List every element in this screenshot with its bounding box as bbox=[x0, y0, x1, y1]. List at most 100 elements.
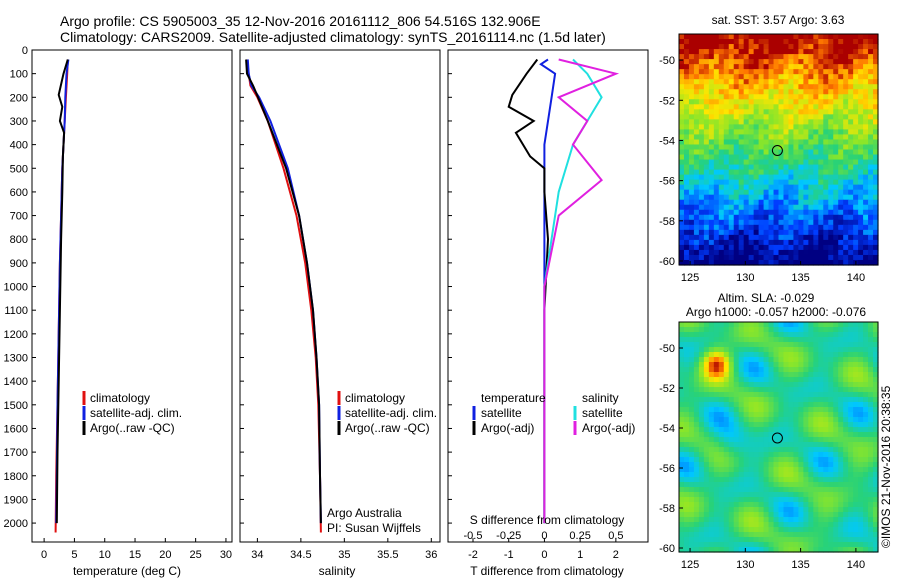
sst-cell bbox=[823, 124, 829, 131]
sst-cell bbox=[783, 139, 790, 146]
sst-cell bbox=[758, 254, 765, 261]
sla-cell bbox=[773, 382, 780, 388]
sst-cell bbox=[773, 199, 780, 206]
sla-cell bbox=[693, 327, 700, 333]
sla-cell bbox=[833, 437, 839, 443]
sst-cell bbox=[698, 134, 705, 141]
sst-cell bbox=[683, 134, 690, 141]
sla-cell bbox=[768, 397, 775, 403]
sla-cell bbox=[708, 347, 715, 353]
sst-cell bbox=[873, 169, 879, 176]
sla-cell bbox=[679, 332, 685, 338]
sla-cell bbox=[723, 527, 730, 533]
sst-cell bbox=[763, 159, 770, 166]
sla-cell bbox=[778, 477, 785, 483]
y-tick-label: 1700 bbox=[4, 447, 28, 459]
sst-cell bbox=[748, 169, 755, 176]
sst-cell bbox=[858, 129, 864, 136]
sst-cell bbox=[853, 219, 859, 226]
sst-cell bbox=[698, 239, 705, 246]
sla-cell bbox=[853, 367, 859, 373]
sst-cell bbox=[743, 94, 750, 100]
sst-cell bbox=[833, 59, 839, 65]
sla-cell bbox=[793, 322, 799, 328]
sla-cell bbox=[863, 507, 869, 513]
sla-cell bbox=[748, 502, 755, 508]
sla-cell bbox=[838, 507, 844, 513]
sla-cell bbox=[753, 382, 760, 388]
sla-cell bbox=[773, 547, 780, 553]
sst-cell bbox=[783, 144, 790, 151]
sla-cell bbox=[703, 537, 710, 543]
sla-cell bbox=[768, 517, 775, 523]
sst-cell bbox=[868, 39, 874, 45]
sst-cell bbox=[698, 64, 705, 70]
sst-cell bbox=[843, 159, 849, 166]
sst-cell bbox=[798, 199, 804, 206]
sla-cell bbox=[698, 367, 705, 373]
sla-cell bbox=[848, 357, 854, 363]
sst-cell bbox=[773, 189, 780, 196]
sla-cell bbox=[843, 432, 849, 438]
sst-cell bbox=[848, 74, 854, 80]
sst-cell bbox=[708, 159, 715, 166]
sla-cell bbox=[803, 537, 809, 543]
sla-cell bbox=[818, 507, 824, 513]
sla-cell bbox=[718, 497, 725, 503]
sst-cell bbox=[728, 99, 735, 105]
sst-cell bbox=[793, 154, 799, 161]
sst-cell bbox=[803, 229, 809, 236]
sla-cell bbox=[683, 542, 690, 548]
sla-cell bbox=[688, 367, 695, 373]
sst-cell bbox=[813, 219, 819, 226]
sla-cell bbox=[793, 497, 799, 503]
sla-cell bbox=[743, 462, 750, 468]
sla-cell bbox=[768, 337, 775, 343]
sst-cell bbox=[768, 129, 775, 136]
sst-cell bbox=[823, 164, 829, 171]
sla-cell bbox=[713, 467, 720, 473]
sst-cell bbox=[788, 54, 795, 60]
sst-cell bbox=[813, 194, 819, 201]
sla-cell bbox=[738, 387, 745, 393]
sst-cell bbox=[753, 104, 760, 110]
sla-cell bbox=[683, 377, 690, 383]
sla-cell bbox=[818, 522, 824, 528]
sla-cell bbox=[843, 402, 849, 408]
sla-cell bbox=[748, 437, 755, 443]
sla-cell bbox=[833, 547, 839, 553]
sst-cell bbox=[748, 129, 755, 136]
sla-cell bbox=[718, 457, 725, 463]
sla-cell bbox=[823, 397, 829, 403]
sst-cell bbox=[813, 74, 819, 80]
sst-cell bbox=[803, 194, 809, 201]
sst-cell bbox=[728, 194, 735, 201]
sla-cell bbox=[703, 332, 710, 338]
sst-cell bbox=[838, 79, 844, 85]
sst-cell bbox=[868, 174, 874, 181]
sla-cell bbox=[679, 502, 685, 508]
sla-cell bbox=[713, 412, 720, 418]
sst-cell bbox=[713, 99, 720, 105]
sla-cell bbox=[843, 477, 849, 483]
sst-cell bbox=[708, 59, 715, 65]
sst-cell bbox=[743, 194, 750, 201]
sst-cell bbox=[793, 214, 799, 221]
sst-cell bbox=[863, 114, 869, 120]
sla-cell bbox=[763, 422, 770, 428]
sla-cell bbox=[783, 482, 790, 488]
sla-cell bbox=[743, 532, 750, 538]
sst-cell bbox=[798, 159, 804, 166]
sla-cell bbox=[738, 437, 745, 443]
sst-cell bbox=[738, 169, 745, 176]
sla-cell bbox=[763, 407, 770, 413]
sst-cell bbox=[808, 209, 814, 216]
sst-cell bbox=[803, 134, 809, 141]
sla-cell bbox=[768, 462, 775, 468]
sla-cell bbox=[798, 502, 804, 508]
sla-cell bbox=[798, 402, 804, 408]
sst-cell bbox=[808, 244, 814, 251]
sst-cell bbox=[823, 54, 829, 60]
sst-cell bbox=[698, 254, 705, 261]
sla-cell bbox=[753, 512, 760, 518]
